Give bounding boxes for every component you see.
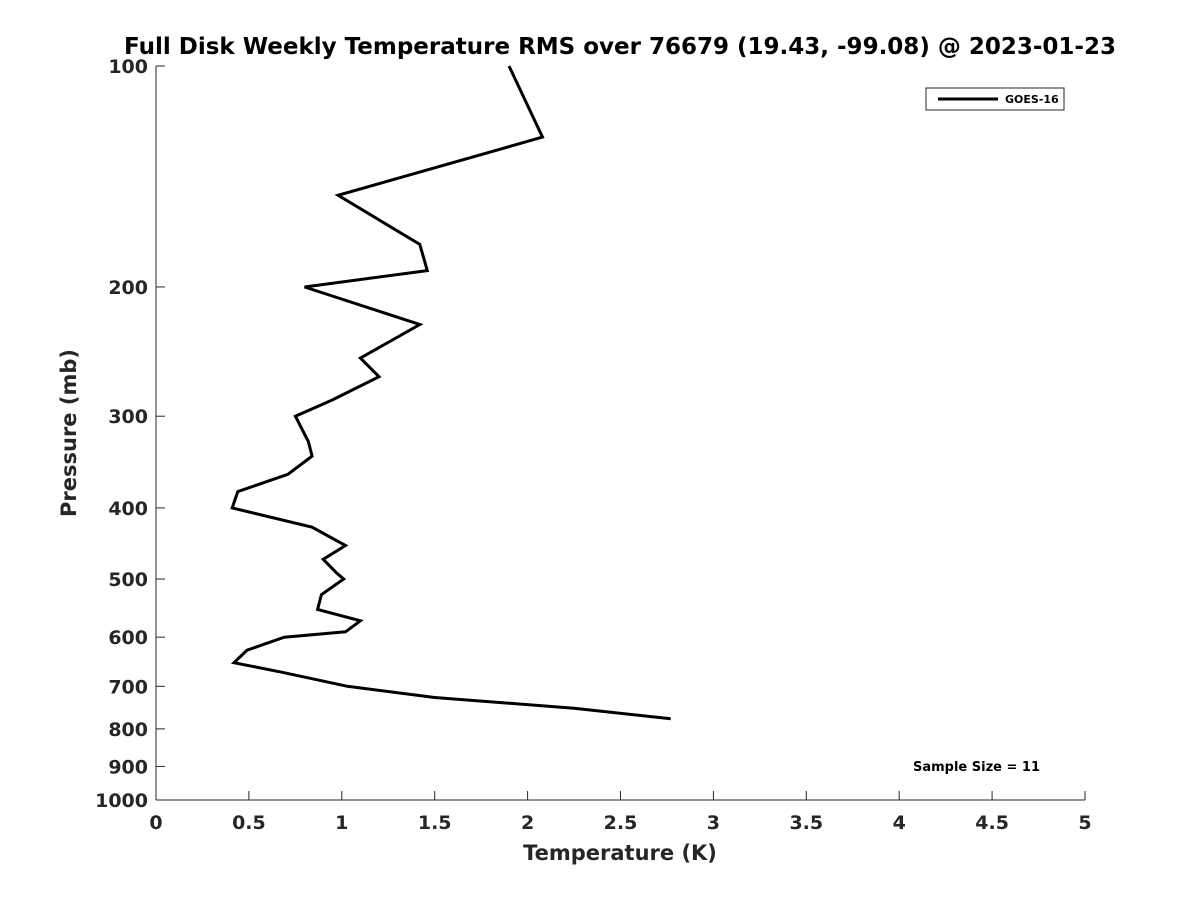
y-tick-label: 600: [108, 627, 148, 649]
x-tick-label: 2: [521, 812, 534, 834]
sample-size-annotation: Sample Size = 11: [913, 760, 1040, 775]
y-tick-label: 100: [108, 56, 148, 78]
legend: GOES-16: [925, 87, 1065, 111]
x-axis-ticks: 0 0.5 1 1.5 2 2.5 3 3.5 4 4.5 5: [149, 791, 1092, 834]
x-tick-label: 1: [335, 812, 348, 834]
y-tick-label: 500: [108, 569, 148, 591]
y-tick-label: 1000: [95, 790, 148, 812]
y-tick-label: 900: [108, 756, 148, 778]
x-tick-label: 2.5: [604, 812, 638, 834]
x-tick-label: 0: [149, 812, 162, 834]
series-line-goes-16: [230, 65, 671, 721]
x-tick-label: 3: [707, 812, 720, 834]
x-tick-label: 0.5: [232, 812, 266, 834]
plot-area: [155, 65, 1085, 801]
y-axis-ticks: 100 200 300 400 500 600 700 800 900 1000: [95, 56, 165, 812]
x-tick-label: 5: [1078, 812, 1091, 834]
y-axis-label: Pressure (mb): [57, 349, 81, 517]
x-tick-label: 3.5: [789, 812, 823, 834]
x-tick-label: 4: [893, 812, 906, 834]
y-tick-label: 400: [108, 498, 148, 520]
y-tick-label: 300: [108, 406, 148, 428]
x-axis-label: Temperature (K): [523, 841, 717, 865]
legend-label-goes-16: GOES-16: [1005, 93, 1059, 106]
y-tick-label: 800: [108, 719, 148, 741]
chart-title: Full Disk Weekly Temperature RMS over 76…: [124, 34, 1116, 60]
y-tick-label: 700: [108, 676, 148, 698]
y-tick-label: 200: [108, 277, 148, 299]
x-tick-label: 1.5: [418, 812, 452, 834]
x-tick-label: 4.5: [975, 812, 1009, 834]
